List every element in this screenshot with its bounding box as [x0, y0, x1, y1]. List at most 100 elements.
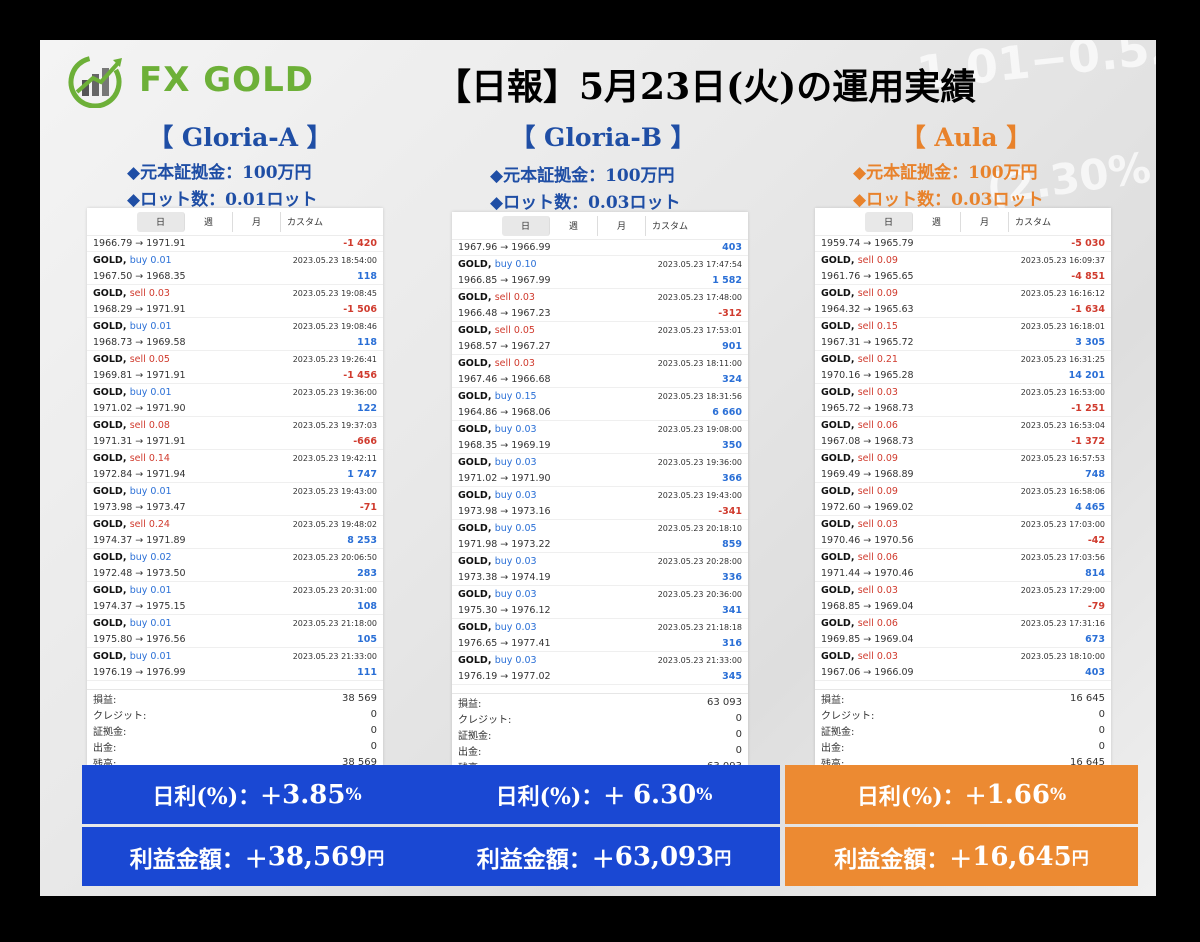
- trade-row[interactable]: GOLD, buy 0.03 2023.05.23 20:28:00 1973.38…: [452, 553, 748, 586]
- trade-row[interactable]: GOLD, sell 0.06 2023.05.23 17:31:16 1969.8…: [815, 615, 1111, 648]
- summary-label: 損益:: [93, 694, 117, 706]
- trade-side: sell 0.03: [494, 292, 535, 303]
- yen-unit: 円: [1071, 849, 1089, 869]
- summary-label: クレジット:: [821, 710, 875, 722]
- list-item[interactable]: 1967.96 → 1966.99 403: [452, 240, 748, 256]
- trade-detail: 1971.02 → 1971.90 366: [452, 471, 748, 487]
- period-tabs: 日週月カスタム: [452, 212, 748, 240]
- trade-row[interactable]: GOLD, sell 0.05 2023.05.23 19:26:41 1969.8…: [87, 351, 383, 384]
- tab-month[interactable]: 月: [233, 211, 281, 232]
- tab-custom[interactable]: カスタム: [1014, 218, 1051, 228]
- trade-prices: 1970.46 → 1970.56: [821, 535, 914, 546]
- trade-side: buy 0.01: [129, 321, 172, 332]
- trade-detail: 1972.84 → 1971.94 1 747: [87, 467, 383, 483]
- trade-row[interactable]: GOLD, buy 0.03 2023.05.23 19:08:00 1968.35…: [452, 421, 748, 454]
- trade-row[interactable]: GOLD, buy 0.10 2023.05.23 17:47:54 1966.85…: [452, 256, 748, 289]
- trade-header: GOLD, buy 0.01 2023.05.23 19:36:00: [87, 384, 383, 401]
- trade-detail: 1967.50 → 1968.35 118: [87, 269, 383, 285]
- principal-amount: ◆元本証拠金：100万円: [490, 166, 675, 186]
- lot-size: ◆ロット数：0.01ロット: [127, 190, 318, 210]
- trade-row[interactable]: GOLD, buy 0.03 2023.05.23 19:43:00 1973.98…: [452, 487, 748, 520]
- list-item[interactable]: 1959.74 → 1965.79 -5 030: [815, 236, 1111, 252]
- symbol-name: GOLD,: [458, 622, 492, 633]
- trade-row[interactable]: GOLD, sell 0.06 2023.05.23 17:03:56 1971.4…: [815, 549, 1111, 582]
- trade-row[interactable]: GOLD, sell 0.09 2023.05.23 16:58:06 1972.6…: [815, 483, 1111, 516]
- trade-header: GOLD, sell 0.21 2023.05.23 16:31:25: [815, 351, 1111, 368]
- trade-detail: 1973.98 → 1973.47 -71: [87, 500, 383, 516]
- trade-row[interactable]: GOLD, sell 0.09 2023.05.23 16:09:37 1961.7…: [815, 252, 1111, 285]
- trade-row[interactable]: GOLD, buy 0.03 2023.05.23 21:33:00 1976.19…: [452, 652, 748, 685]
- trade-row[interactable]: GOLD, buy 0.03 2023.05.23 19:36:00 1971.02…: [452, 454, 748, 487]
- trade-detail: 1970.46 → 1970.56 -42: [815, 533, 1111, 549]
- trade-row[interactable]: GOLD, sell 0.03 2023.05.23 17:29:00 1968.8…: [815, 582, 1111, 615]
- daily-return-label: 日利(%)：＋: [495, 783, 633, 810]
- tab-custom[interactable]: カスタム: [286, 218, 323, 228]
- trade-history-screen: 日週月カスタム 1966.79 → 1971.91 -1 420 GOLD, buy …: [87, 208, 383, 770]
- summary-label: クレジット:: [93, 710, 147, 722]
- trade-row[interactable]: GOLD, buy 0.01 2023.05.23 19:43:00 1973.98…: [87, 483, 383, 516]
- trade-profit: 4 465: [1075, 502, 1105, 513]
- trade-time: 2023.05.23 17:03:00: [1020, 520, 1105, 529]
- account-summary: 損益: 38 569 クレジット: 0 証拠金: 0 出金: 0 残高: 38 569: [87, 689, 383, 770]
- trade-detail: 1973.38 → 1974.19 336: [452, 570, 748, 586]
- tab-custom[interactable]: カスタム: [651, 222, 688, 232]
- logo-text: FX GOLD: [139, 60, 314, 100]
- trade-row[interactable]: GOLD, sell 0.03 2023.05.23 16:53:00 1965.7…: [815, 384, 1111, 417]
- tab-week[interactable]: 週: [185, 211, 233, 232]
- trade-row[interactable]: GOLD, buy 0.05 2023.05.23 20:18:10 1971.98…: [452, 520, 748, 553]
- trade-detail: 1972.60 → 1969.02 4 465: [815, 500, 1111, 516]
- trade-symbol: GOLD, buy 0.03: [458, 424, 537, 435]
- tab-month[interactable]: 月: [598, 215, 646, 236]
- summary-value: 0: [370, 708, 377, 720]
- trade-side: buy 0.03: [494, 622, 537, 633]
- trade-row[interactable]: GOLD, sell 0.03 2023.05.23 18:11:00 1967.4…: [452, 355, 748, 388]
- trade-row[interactable]: GOLD, sell 0.03 2023.05.23 17:48:00 1966.4…: [452, 289, 748, 322]
- summary-value: 0: [735, 728, 742, 740]
- profit-amount-label: 利益金額：＋: [129, 845, 268, 873]
- trade-row[interactable]: GOLD, sell 0.14 2023.05.23 19:42:11 1972.8…: [87, 450, 383, 483]
- tab-day[interactable]: 日: [502, 215, 550, 236]
- trade-time: 2023.05.23 16:53:00: [1020, 388, 1105, 397]
- trade-row[interactable]: GOLD, sell 0.09 2023.05.23 16:57:53 1969.4…: [815, 450, 1111, 483]
- trade-row[interactable]: GOLD, buy 0.01 2023.05.23 20:31:00 1974.37…: [87, 582, 383, 615]
- trade-row[interactable]: GOLD, sell 0.21 2023.05.23 16:31:25 1970.1…: [815, 351, 1111, 384]
- trade-profit: 3 305: [1075, 337, 1105, 348]
- trade-row[interactable]: GOLD, buy 0.15 2023.05.23 18:31:56 1964.86…: [452, 388, 748, 421]
- tab-day[interactable]: 日: [137, 211, 185, 232]
- trade-symbol: GOLD, sell 0.03: [458, 358, 535, 369]
- trade-header: GOLD, buy 0.01 2023.05.23 20:31:00: [87, 582, 383, 599]
- trade-row[interactable]: GOLD, sell 0.03 2023.05.23 18:10:00 1967.0…: [815, 648, 1111, 681]
- trade-row[interactable]: GOLD, buy 0.01 2023.05.23 19:08:46 1968.73…: [87, 318, 383, 351]
- trade-row[interactable]: GOLD, buy 0.03 2023.05.23 20:36:00 1975.30…: [452, 586, 748, 619]
- symbol-name: GOLD,: [458, 523, 492, 534]
- tab-month[interactable]: 月: [961, 211, 1009, 232]
- tab-week[interactable]: 週: [913, 211, 961, 232]
- trade-time: 2023.05.23 20:31:00: [292, 586, 377, 595]
- trade-header: GOLD, buy 0.03 2023.05.23 20:36:00: [452, 586, 748, 603]
- trade-row[interactable]: GOLD, buy 0.01 2023.05.23 21:18:00 1975.80…: [87, 615, 383, 648]
- trade-row[interactable]: GOLD, buy 0.02 2023.05.23 20:06:50 1972.48…: [87, 549, 383, 582]
- tab-day[interactable]: 日: [865, 211, 913, 232]
- trade-row[interactable]: GOLD, buy 0.01 2023.05.23 21:33:00 1976.19…: [87, 648, 383, 681]
- trade-row[interactable]: GOLD, buy 0.01 2023.05.23 19:36:00 1971.02…: [87, 384, 383, 417]
- trade-row[interactable]: GOLD, buy 0.01 2023.05.23 18:54:00 1967.50…: [87, 252, 383, 285]
- trade-row[interactable]: GOLD, sell 0.06 2023.05.23 16:53:04 1967.0…: [815, 417, 1111, 450]
- trade-row[interactable]: GOLD, sell 0.24 2023.05.23 19:48:02 1974.3…: [87, 516, 383, 549]
- trade-detail: 1967.08 → 1968.73 -1 372: [815, 434, 1111, 450]
- trade-prices: 1968.29 → 1971.91: [93, 304, 186, 315]
- summary-row: 損益: 16 645: [821, 690, 1105, 706]
- trade-row[interactable]: GOLD, sell 0.09 2023.05.23 16:16:12 1964.3…: [815, 285, 1111, 318]
- trade-row[interactable]: GOLD, buy 0.03 2023.05.23 21:18:18 1976.65…: [452, 619, 748, 652]
- trade-row[interactable]: GOLD, sell 0.08 2023.05.23 19:37:03 1971.3…: [87, 417, 383, 450]
- tab-week[interactable]: 週: [550, 215, 598, 236]
- trade-symbol: GOLD, sell 0.06: [821, 552, 898, 563]
- trade-row[interactable]: GOLD, sell 0.15 2023.05.23 16:18:01 1967.3…: [815, 318, 1111, 351]
- summary-label: クレジット:: [458, 714, 512, 726]
- trade-header: GOLD, sell 0.15 2023.05.23 16:18:01: [815, 318, 1111, 335]
- list-item[interactable]: 1966.79 → 1971.91 -1 420: [87, 236, 383, 252]
- trade-row[interactable]: GOLD, sell 0.05 2023.05.23 17:53:01 1968.5…: [452, 322, 748, 355]
- trade-row[interactable]: GOLD, sell 0.03 2023.05.23 17:03:00 1970.4…: [815, 516, 1111, 549]
- trade-symbol: GOLD, sell 0.24: [93, 519, 170, 530]
- trade-time: 2023.05.23 20:28:00: [657, 557, 742, 566]
- trade-row[interactable]: GOLD, sell 0.03 2023.05.23 19:08:45 1968.2…: [87, 285, 383, 318]
